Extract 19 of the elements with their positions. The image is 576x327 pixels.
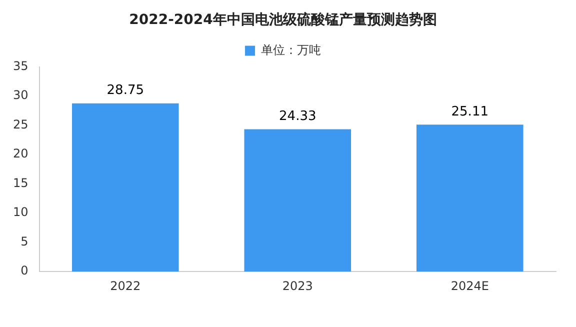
- x-tick-label: 2023: [282, 278, 313, 293]
- bar: [244, 129, 352, 272]
- y-tick-label: 35: [12, 58, 28, 73]
- y-tick-label: 15: [12, 176, 28, 190]
- legend-label: 单位：万吨: [261, 42, 321, 57]
- y-tick-label: 30: [12, 88, 28, 102]
- y-tick-label: 25: [12, 117, 28, 132]
- bar: [72, 103, 179, 272]
- data-label: 28.75: [106, 83, 144, 98]
- bar: [416, 124, 524, 272]
- y-tick-label: 20: [12, 146, 28, 161]
- x-tick-label: 2024E: [450, 278, 489, 293]
- y-tick-label: 10: [12, 205, 28, 220]
- chart-title: 2022-2024年中国电池级硫酸锰产量预测趋势图: [129, 11, 437, 28]
- data-label: 25.11: [451, 104, 488, 120]
- x-tick-label: 2022: [110, 278, 141, 293]
- data-label: 24.33: [279, 109, 316, 124]
- y-tick-label: 0: [20, 264, 28, 278]
- y-tick-label: 5: [20, 234, 28, 248]
